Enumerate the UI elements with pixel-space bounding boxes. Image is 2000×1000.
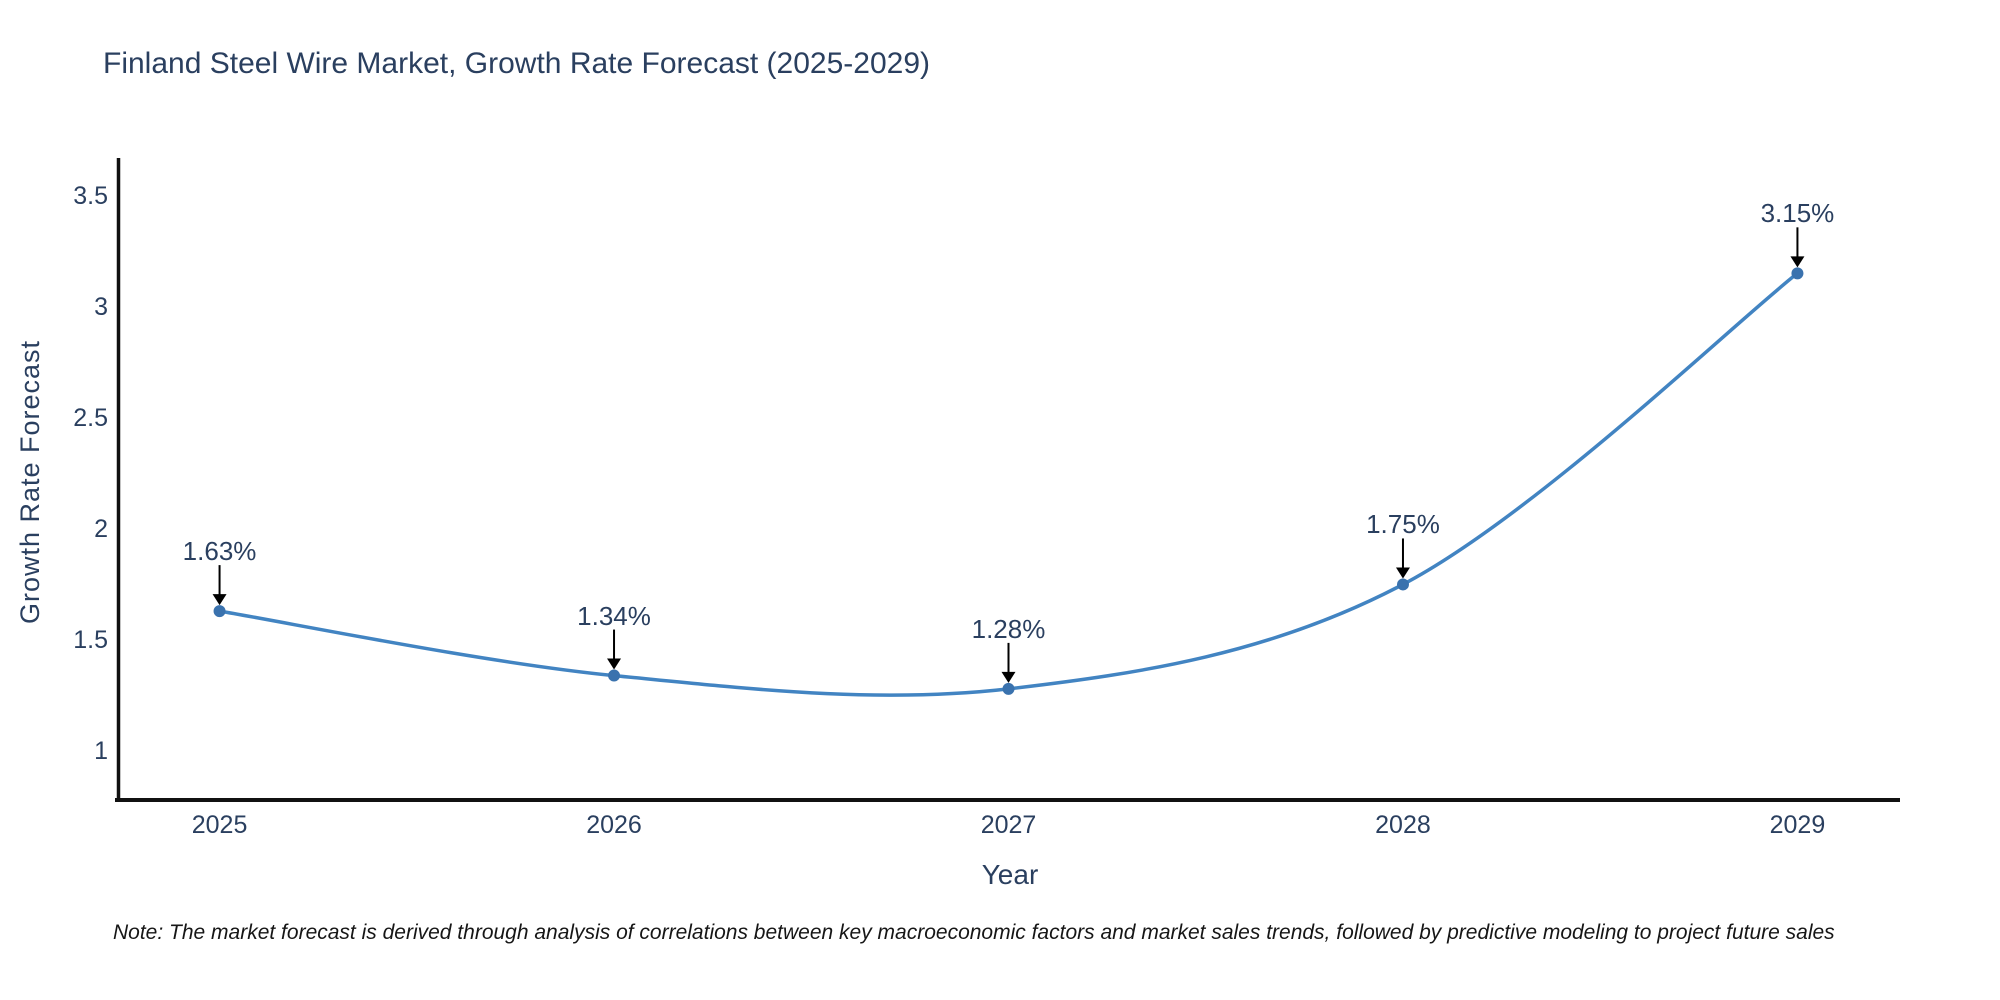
annotation-arrow-head (607, 658, 622, 670)
y-tick-label: 1.5 (73, 626, 108, 654)
x-tick-label: 2025 (191, 811, 248, 839)
chart-title: Finland Steel Wire Market, Growth Rate F… (103, 47, 931, 80)
x-tick-label: 2026 (586, 811, 642, 839)
y-tick-label: 2.5 (73, 403, 108, 432)
x-tick-label: 2027 (980, 811, 1037, 839)
annotation-arrow-head (1001, 671, 1016, 683)
annotation-arrow-head (1790, 256, 1805, 268)
data-point-marker (213, 605, 226, 618)
annotation-arrow-head (1395, 567, 1410, 579)
data-point-marker (1002, 682, 1015, 695)
point-value-label: 1.63% (182, 536, 257, 567)
point-value-label: 3.15% (1760, 198, 1835, 229)
forecast-line (217, 271, 1800, 697)
y-tick-label: 3 (94, 292, 108, 321)
point-value-label: 1.34% (577, 600, 651, 631)
data-point-marker (1791, 267, 1804, 280)
x-tick-label: 2028 (1375, 811, 1431, 839)
data-point-marker (1396, 578, 1409, 591)
annotation-arrow-head (212, 594, 227, 606)
point-value-label: 1.75% (1366, 509, 1440, 540)
y-tick-label: 1 (94, 737, 108, 766)
point-value-label: 1.28% (971, 613, 1046, 644)
data-point-marker (608, 669, 621, 682)
x-axis-title: Year (981, 859, 1039, 890)
footnote: Note: The market forecast is derived thr… (113, 921, 1835, 944)
y-tick-label: 3.5 (73, 181, 108, 210)
x-tick-label: 2029 (1769, 811, 1826, 839)
y-tick-label: 2 (94, 514, 108, 543)
